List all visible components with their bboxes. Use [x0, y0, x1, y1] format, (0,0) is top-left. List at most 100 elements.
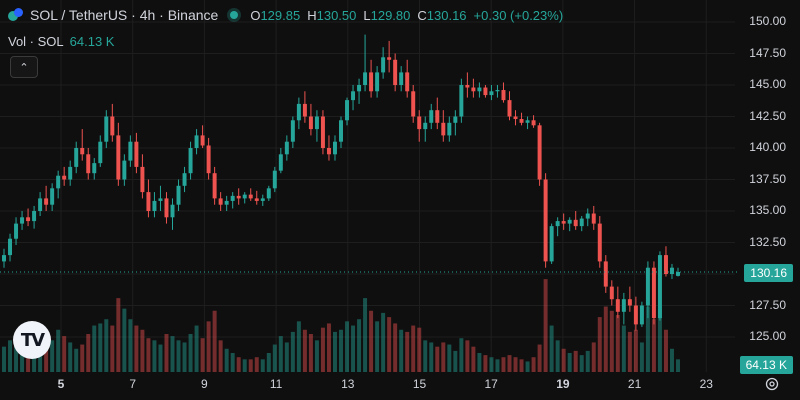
time-axis-label: 17	[484, 377, 498, 391]
candle-body	[561, 221, 566, 224]
candle-body	[44, 198, 49, 205]
candle-body	[357, 85, 362, 92]
volume-bar	[110, 325, 115, 372]
candle-body	[62, 175, 67, 180]
candle-body	[453, 116, 458, 123]
candle-body	[218, 198, 223, 205]
volume-bar	[633, 329, 638, 372]
volume-bar	[369, 310, 374, 372]
symbol-title[interactable]: SOL / TetherUS · 4h · Binance	[30, 7, 219, 23]
candle-body	[278, 154, 283, 171]
volume-bar	[242, 359, 247, 372]
volume-bar	[182, 342, 187, 372]
volume-bar	[549, 325, 554, 372]
ohlc-high-value: 130.50	[316, 7, 357, 23]
candle-body	[585, 213, 590, 219]
volume-bar	[248, 359, 253, 372]
volume-bar	[597, 317, 602, 372]
volume-bar	[621, 325, 626, 372]
volume-bar	[188, 334, 193, 372]
candle-body	[314, 116, 319, 130]
time-axis-label: 21	[627, 377, 642, 391]
candle-body	[676, 271, 680, 276]
volume-bar	[20, 348, 25, 372]
volume-bar	[92, 325, 97, 372]
volume-bar	[8, 340, 13, 372]
collapse-legend-button[interactable]: ⌃	[10, 56, 38, 78]
candle-body	[2, 255, 6, 262]
volume-bar	[399, 329, 404, 372]
volume-bar	[615, 315, 620, 372]
volume-bar	[483, 355, 488, 372]
volume-bar	[320, 327, 325, 372]
volume-bar	[194, 325, 199, 372]
volume-value: 64.13 K	[69, 34, 115, 49]
time-axis-label: 11	[269, 377, 283, 391]
candle-body	[98, 141, 103, 164]
volume-bar	[603, 306, 608, 372]
candle-body	[387, 57, 392, 60]
volume-bar	[393, 323, 398, 372]
candle-body	[188, 148, 193, 174]
price-axis-label: 150.00	[749, 14, 786, 28]
price-axis-label: 140.00	[749, 140, 786, 154]
volume-bar	[447, 344, 452, 372]
candle-body	[284, 141, 289, 155]
ohlc-low-key: L	[363, 7, 371, 23]
candle-body	[236, 195, 241, 199]
candle-body	[579, 218, 584, 227]
volume-bar	[567, 353, 572, 372]
volume-bar	[531, 357, 536, 372]
candle-body	[393, 59, 398, 85]
candle-body	[669, 267, 674, 274]
market-status-icon[interactable]	[230, 11, 239, 19]
time-axis-label: 5	[57, 377, 65, 391]
candle-body	[224, 200, 229, 205]
price-axis-label: 135.00	[749, 203, 786, 217]
candle-body	[50, 188, 55, 205]
ohlc-open-key: O	[250, 7, 261, 23]
volume-label[interactable]: Vol · SOL	[8, 34, 64, 49]
ohlc-low-value: 129.80	[370, 7, 411, 23]
candle-body	[609, 286, 614, 300]
volume-bar	[284, 342, 289, 372]
volume-bar	[2, 346, 6, 372]
volume-bar	[519, 359, 524, 372]
price-axis-label: 145.00	[749, 77, 786, 91]
candle-body	[242, 194, 247, 199]
volume-bar	[170, 336, 175, 372]
candle-body	[146, 192, 151, 211]
candle-body	[603, 261, 608, 287]
settings-gear-icon[interactable]	[764, 376, 780, 392]
candle-body	[170, 204, 175, 218]
volume-bar	[230, 353, 235, 372]
volume-bar	[543, 279, 548, 372]
time-axis-label: 19	[556, 377, 570, 391]
symbol-legend: SOL / TetherUS · 4h · Binance O129.85 H1…	[8, 7, 563, 23]
candle-body	[417, 116, 422, 130]
candle-body	[80, 148, 85, 155]
volume-bar	[128, 319, 133, 372]
time-axis-label: 15	[412, 377, 427, 391]
volume-bar	[363, 298, 368, 372]
candle-body	[326, 148, 331, 155]
volume-bar	[495, 359, 500, 372]
candle-body	[531, 120, 536, 126]
volume-bar	[477, 353, 482, 372]
candle-body	[591, 213, 596, 224]
volume-bar	[573, 350, 578, 372]
candle-body	[339, 120, 343, 142]
volume-bar	[218, 340, 223, 372]
candle-body	[513, 116, 518, 120]
candle-body	[489, 91, 494, 96]
candle-body	[260, 198, 265, 201]
volume-bar	[14, 342, 19, 372]
volume-bar	[98, 323, 103, 372]
candle-body	[369, 72, 374, 92]
volume-bar	[627, 331, 632, 372]
volume-bar	[206, 321, 211, 372]
tradingview-logo[interactable]: TV	[13, 321, 51, 359]
ohlc-open-value: 129.85	[260, 7, 301, 23]
volume-bar	[296, 321, 301, 372]
